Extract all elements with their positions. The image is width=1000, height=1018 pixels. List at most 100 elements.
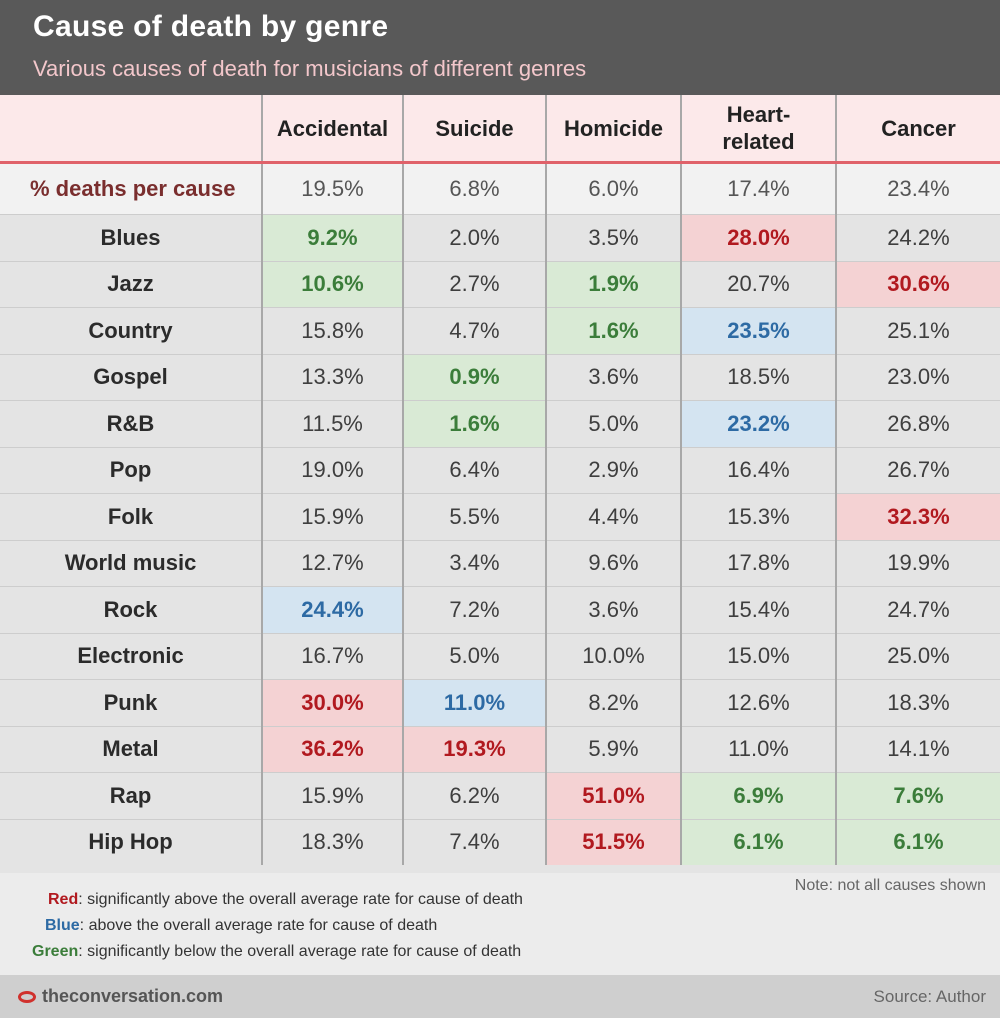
cell-folk-cancer: 32.3% (835, 493, 1000, 540)
cell-metal-homicide: 5.9% (545, 725, 681, 773)
cell-electronic-accidental: 16.7% (261, 632, 403, 680)
cell-rap-homicide: 51.0% (545, 772, 681, 819)
table-row: Metal 36.2% 19.3% 5.9% 11.0% 14.1% (0, 725, 1000, 773)
cell-pop-homicide: 2.9% (545, 446, 681, 494)
table-row: Gospel 13.3% 0.9% 3.6% 18.5% 23.0% (0, 353, 1000, 401)
cell-world-music-suicide: 3.4% (402, 539, 546, 587)
table-row: Jazz 10.6% 2.7% 1.9% 20.7% 30.6% (0, 260, 1000, 308)
cell-gospel-suicide: 0.9% (402, 353, 546, 401)
cell-electronic-homicide: 10.0% (545, 632, 681, 680)
cell-rock-cancer: 24.7% (835, 586, 1000, 633)
cell-punk-accidental: 30.0% (261, 679, 403, 726)
column-header-homicide: Homicide (545, 95, 681, 164)
average-row: % deaths per cause 19.5% 6.8% 6.0% 17.4% 23.… (0, 162, 1000, 215)
average-cell-accidental: 19.5% (261, 162, 403, 215)
cell-world-music-accidental: 12.7% (261, 539, 403, 587)
cell-pop-heart-related: 16.4% (680, 446, 836, 494)
cell-rock-heart-related: 15.4% (680, 586, 836, 633)
conversation-logo-icon (18, 991, 36, 1003)
cell-world-music-heart-related: 17.8% (680, 539, 836, 587)
table-row: Country 15.8% 4.7% 1.6% 23.5% 25.1% (0, 307, 1000, 354)
cell-hip-hop-accidental: 18.3% (261, 818, 403, 865)
cell-folk-suicide: 5.5% (402, 493, 546, 540)
column-header-suicide: Suicide (402, 95, 546, 164)
table-row: Blues 9.2% 2.0% 3.5% 28.0% 24.2% (0, 214, 1000, 261)
legend-text-blue: : above the overall average rate for cau… (79, 917, 438, 934)
cell-gospel-accidental: 13.3% (261, 353, 403, 401)
cell-blues-cancer: 24.2% (835, 214, 1000, 261)
legend-text-red: : significantly above the overall averag… (78, 891, 523, 908)
cell-hip-hop-heart-related: 6.1% (680, 818, 836, 865)
table-row: World music 12.7% 3.4% 9.6% 17.8% 19.9% (0, 539, 1000, 587)
cell-hip-hop-cancer: 6.1% (835, 818, 1000, 865)
cell-blues-suicide: 2.0% (402, 214, 546, 261)
legend-note: Note: not all causes shown (794, 877, 986, 894)
cell-jazz-suicide: 2.7% (402, 260, 546, 308)
cell-jazz-heart-related: 20.7% (680, 260, 836, 308)
cell-jazz-accidental: 10.6% (261, 260, 403, 308)
genre-label-r-b: R&B (0, 400, 262, 447)
cell-electronic-heart-related: 15.0% (680, 632, 836, 680)
average-cell-suicide: 6.8% (402, 162, 546, 215)
cell-country-heart-related: 23.5% (680, 307, 836, 354)
genre-label-folk: Folk (0, 493, 262, 540)
cell-electronic-cancer: 25.0% (835, 632, 1000, 680)
cell-metal-accidental: 36.2% (261, 725, 403, 773)
source-credit: Source: Author (873, 987, 986, 1006)
genre-label-blues: Blues (0, 214, 262, 261)
cell-country-cancer: 25.1% (835, 307, 1000, 354)
cell-folk-accidental: 15.9% (261, 493, 403, 540)
table-row: Hip Hop 18.3% 7.4% 51.5% 6.1% 6.1% (0, 818, 1000, 865)
cell-country-homicide: 1.6% (545, 307, 681, 354)
cell-pop-accidental: 19.0% (261, 446, 403, 494)
table-row: Rock 24.4% 7.2% 3.6% 15.4% 24.7% (0, 586, 1000, 633)
legend: Note: not all causes shown Red: signific… (0, 873, 1000, 975)
cell-blues-homicide: 3.5% (545, 214, 681, 261)
cell-metal-suicide: 19.3% (402, 725, 546, 773)
cell-punk-heart-related: 12.6% (680, 679, 836, 726)
cell-electronic-suicide: 5.0% (402, 632, 546, 680)
legend-key-blue: Blue (45, 917, 80, 934)
table-row: Pop 19.0% 6.4% 2.9% 16.4% 26.7% (0, 446, 1000, 494)
chart-subtitle: Various causes of death for musicians of… (33, 56, 587, 81)
cell-rock-homicide: 3.6% (545, 586, 681, 633)
cell-r-b-cancer: 26.8% (835, 400, 1000, 447)
cell-punk-cancer: 18.3% (835, 679, 1000, 726)
table-row: Folk 15.9% 5.5% 4.4% 15.3% 32.3% (0, 493, 1000, 540)
cell-gospel-heart-related: 18.5% (680, 353, 836, 401)
cell-hip-hop-homicide: 51.5% (545, 818, 681, 865)
cell-metal-heart-related: 11.0% (680, 725, 836, 773)
cell-r-b-heart-related: 23.2% (680, 400, 836, 447)
legend-item-red: Red: significantly above the overall ave… (48, 891, 523, 909)
cell-blues-heart-related: 28.0% (680, 214, 836, 261)
average-cell-homicide: 6.0% (545, 162, 681, 215)
cell-rap-heart-related: 6.9% (680, 772, 836, 819)
cell-punk-homicide: 8.2% (545, 679, 681, 726)
brand-text: theconversation.com (42, 986, 224, 1006)
corner-cell (0, 95, 262, 164)
average-cell-cancer: 23.4% (835, 162, 1000, 215)
cell-pop-cancer: 26.7% (835, 446, 1000, 494)
cell-punk-suicide: 11.0% (402, 679, 546, 726)
cell-world-music-cancer: 19.9% (835, 539, 1000, 587)
cell-r-b-homicide: 5.0% (545, 400, 681, 447)
cell-country-suicide: 4.7% (402, 307, 546, 354)
cell-metal-cancer: 14.1% (835, 725, 1000, 773)
legend-key-red: Red (48, 891, 79, 908)
cell-gospel-cancer: 23.0% (835, 353, 1000, 401)
cell-country-accidental: 15.8% (261, 307, 403, 354)
header-bar: Cause of death by genre Various causes o… (0, 0, 1000, 95)
cell-rap-suicide: 6.2% (402, 772, 546, 819)
column-header-cancer: Cancer (835, 95, 1000, 164)
genre-label-pop: Pop (0, 446, 262, 494)
brand-link[interactable]: theconversation.com (18, 986, 223, 1007)
cell-rap-accidental: 15.9% (261, 772, 403, 819)
cell-jazz-homicide: 1.9% (545, 260, 681, 308)
legend-item-green: Green: significantly below the overall a… (32, 943, 521, 961)
cell-jazz-cancer: 30.6% (835, 260, 1000, 308)
genre-label-country: Country (0, 307, 262, 354)
genre-label-rock: Rock (0, 586, 262, 633)
cell-pop-suicide: 6.4% (402, 446, 546, 494)
cell-hip-hop-suicide: 7.4% (402, 818, 546, 865)
genre-label-world-music: World music (0, 539, 262, 587)
